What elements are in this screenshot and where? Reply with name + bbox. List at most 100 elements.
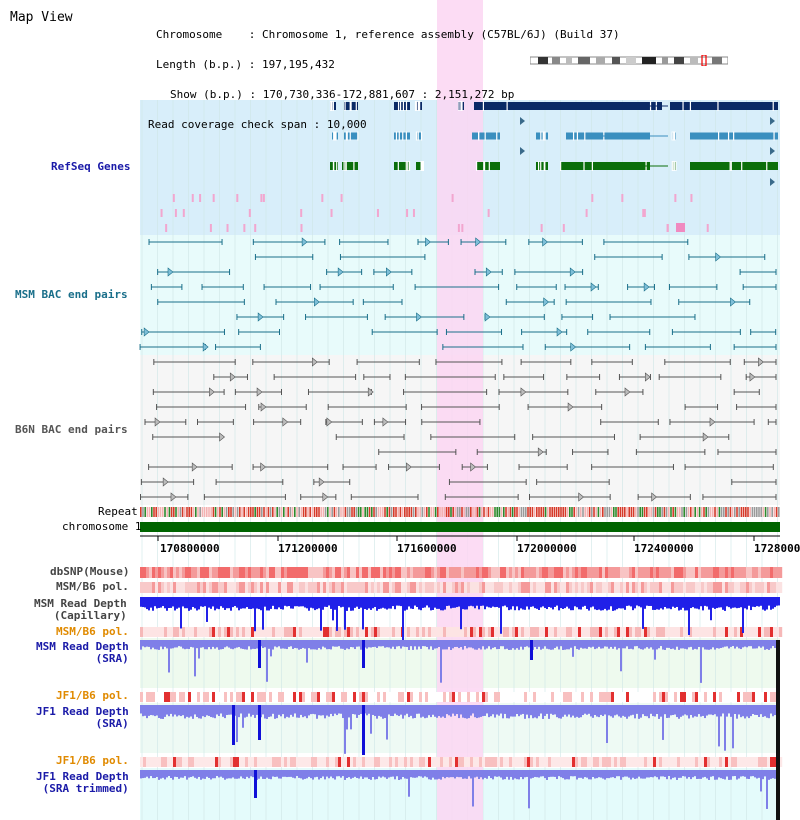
track-label-msm-b6-pol-1[interactable]: MSM/B6 pol. [56,580,129,593]
heat-cell [188,757,192,767]
depth-bar [576,640,578,650]
repeat-bar [701,507,703,517]
heat-cell [665,582,669,593]
heat-cell [746,692,750,702]
heat-cell [182,567,186,578]
depth-bar [218,640,220,650]
depth-bar [548,705,550,719]
heat-cell [530,627,534,637]
track-label-dbsnp[interactable]: dbSNP(Mouse) [50,565,130,578]
depth-bar [500,705,502,714]
repeat-bar [166,507,168,517]
depth-bar [694,597,696,609]
heat-cell [668,627,672,637]
depth-bar [286,770,288,778]
depth-bar [606,597,608,611]
heat-cell [497,692,501,702]
heat-cell [503,582,507,593]
refseq-minor-tick [674,194,677,202]
track-label-msm-read-cap[interactable]: MSM Read Depth (Capillary) [34,598,127,622]
heat-cell [551,627,555,637]
depth-bar [398,640,400,647]
depth-bar [414,705,416,718]
depth-bar [720,705,722,717]
track-label-chromosome[interactable]: chromosome 1 [62,520,142,533]
heat-cell [389,757,393,767]
repeat-bar [148,507,151,517]
heat-cell [677,627,681,637]
depth-bar [394,597,396,610]
depth-bar [530,597,532,607]
track-label-jf1-read-sra[interactable]: JF1 Read Depth (SRA) [36,706,129,730]
track-label-msm-bac[interactable]: MSM BAC end pairs [15,288,128,301]
heat-cell [662,757,666,767]
depth-bar [322,770,324,777]
repeat-bar [771,507,773,517]
depth-bar [576,597,578,608]
track-label-msm-b6-pol-2[interactable]: MSM/B6 pol. [56,625,129,638]
heat-cell [719,567,723,578]
depth-bar [410,597,412,609]
depth-bar [468,705,470,719]
depth-bar [634,640,636,647]
depth-bar [418,705,420,714]
heat-cell [371,692,375,702]
heat-cell [407,567,411,578]
depth-bar [334,705,336,714]
depth-bar [262,597,264,630]
heat-cell [455,627,459,637]
depth-bar [506,640,508,649]
depth-bar [778,597,780,606]
heat-cell [239,757,243,767]
repeat-bar [544,507,547,517]
depth-bar [678,640,680,650]
depth-bar [346,705,348,730]
heat-cell [674,757,678,767]
depth-bar [652,705,654,717]
depth-bar [634,705,636,719]
depth-bar [600,770,602,778]
depth-bar [220,640,222,650]
track-label-msm-read-sra[interactable]: MSM Read Depth (SRA) [36,641,129,665]
heat-cell [368,692,372,702]
chromosome-ideogram[interactable] [529,51,729,67]
bac-marker [758,357,764,367]
track-label-jf1-read-trim[interactable]: JF1 Read Depth (SRA trimmed) [36,771,129,795]
depth-bar [142,597,144,608]
track-label-repeat[interactable]: Repeat [98,505,138,518]
heat-cell [437,757,441,767]
track-label-jf1-b6-pol-1[interactable]: JF1/B6 pol. [56,689,129,702]
depth-bar [544,640,546,647]
repeat-bar [437,507,439,517]
depth-bar [542,770,544,777]
heat-cell [515,567,519,578]
depth-bar [644,770,646,779]
depth-bar [482,640,484,647]
heat-cell [272,757,276,767]
repeat-bar [591,507,593,517]
depth-bar [406,770,408,779]
heat-cell [248,627,252,637]
depth-bar [340,705,342,714]
track-label-refseq[interactable]: RefSeq Genes [51,160,131,173]
depth-bar [572,705,574,716]
depth-bar [332,640,334,647]
depth-bar [408,705,410,718]
depth-bar [630,705,632,716]
heat-cell [713,582,717,593]
heat-cell [410,757,414,767]
depth-bar [580,597,582,610]
depth-bar [392,597,394,607]
heat-cell [602,757,606,767]
heat-cell [272,582,276,593]
track-label-b6n-bac[interactable]: B6N BAC end pairs [15,423,128,436]
depth-bar [484,640,486,650]
repeat-bar [206,507,208,517]
heat-cell [227,567,231,578]
depth-bar [322,597,324,610]
track-label-msm-read-sra-line1: MSM Read Depth [36,640,129,653]
track-label-jf1-b6-pol-2[interactable]: JF1/B6 pol. [56,754,129,767]
heat-cell [635,627,639,637]
heat-cell [722,627,726,637]
depth-bar [520,597,522,609]
